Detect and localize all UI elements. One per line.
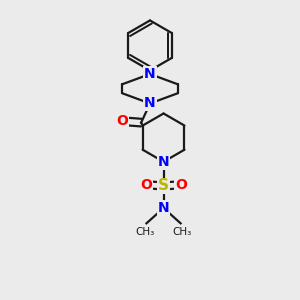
Text: CH₃: CH₃ [172,227,192,237]
Text: O: O [175,178,187,192]
Text: O: O [116,114,128,128]
Text: CH₃: CH₃ [135,227,154,237]
Text: N: N [144,97,156,110]
Text: S: S [158,178,169,194]
Text: N: N [158,155,170,169]
Text: N: N [158,201,170,215]
Text: N: N [144,67,156,81]
Text: O: O [140,178,152,192]
